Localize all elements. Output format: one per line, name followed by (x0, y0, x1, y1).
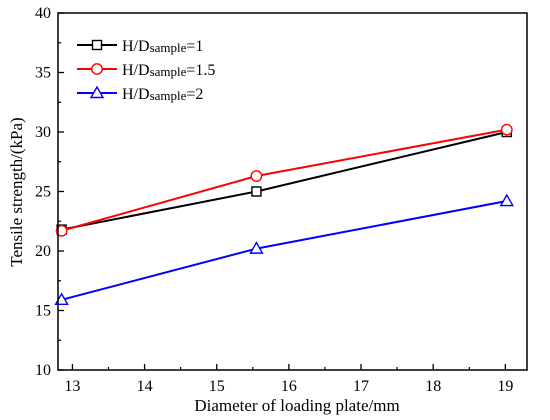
legend-marker (89, 85, 105, 99)
legend-marker (91, 63, 103, 75)
data-point (251, 186, 262, 197)
x-tick-label: 18 (425, 378, 441, 395)
y-tick-label: 25 (35, 184, 51, 201)
x-tick-label: 16 (281, 378, 297, 395)
plot-area (54, 123, 515, 305)
y-tick-label: 35 (35, 65, 51, 82)
series-line (61, 131, 508, 231)
x-tick-label: 19 (497, 378, 513, 395)
axes: 13 14 15 16 17 18 19 10 15 20 25 30 35 40 (35, 5, 528, 395)
data-point (250, 170, 263, 182)
legend: H/Dsample=1 H/Dsample=1.5 H/Dsample=2 (77, 38, 215, 103)
y-tick-label: 40 (35, 5, 51, 22)
x-tick-label: 13 (64, 378, 80, 395)
data-point (249, 241, 264, 254)
y-tick-label: 20 (35, 243, 51, 260)
y-axis-label: Tensile strength/(kPa) (7, 117, 26, 266)
y-tick-label: 15 (35, 303, 51, 320)
x-axis-label: Diameter of loading plate/mm (194, 396, 399, 415)
y-tick-label: 10 (35, 362, 51, 379)
data-point (500, 123, 513, 136)
x-tick-label: 17 (353, 378, 369, 395)
x-tick-label: 15 (209, 378, 225, 395)
y-tick-label: 30 (35, 124, 51, 141)
data-point (55, 224, 68, 237)
legend-label: H/Dsample=2 (122, 86, 203, 103)
x-tick-label: 14 (137, 378, 153, 395)
legend-marker (91, 39, 103, 51)
data-point (499, 193, 515, 207)
legend-label: H/Dsample=1.5 (122, 62, 215, 79)
legend-label: H/Dsample=1 (122, 38, 203, 55)
